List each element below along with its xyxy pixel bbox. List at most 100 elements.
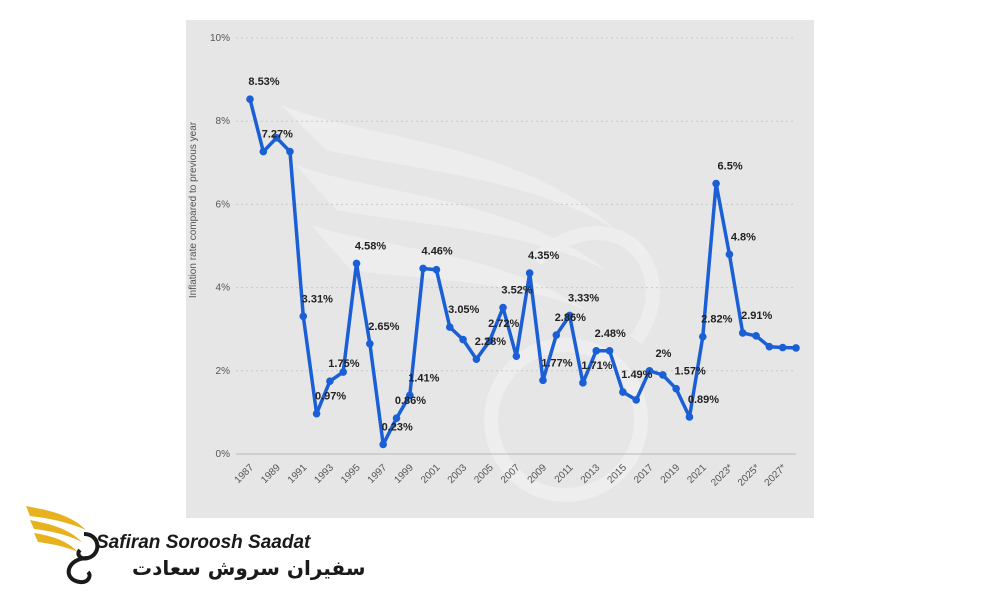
data-point	[299, 312, 308, 321]
data-point	[725, 250, 734, 259]
data-label: 1.41%	[408, 372, 439, 384]
x-axis-ticks: 1987 1989 1991 1993 1995 1997 1999 2001 2003 2005…	[233, 462, 789, 489]
data-point	[659, 371, 667, 379]
x-tick-label: 1991	[286, 462, 310, 486]
x-tick-label: 2005	[472, 462, 496, 486]
data-point	[352, 259, 361, 268]
data-label: 2.91%	[741, 310, 772, 322]
data-point	[525, 269, 534, 277]
data-label: 2.48%	[595, 328, 626, 340]
data-point	[539, 376, 547, 385]
data-point	[246, 95, 254, 103]
y-axis-title: Inflation rate compared to previous year	[188, 121, 199, 298]
y-tick-label: 2%	[216, 366, 231, 377]
x-tick-label: 2019	[659, 462, 683, 486]
data-point	[326, 377, 334, 386]
data-point	[406, 391, 414, 400]
data-point	[512, 352, 521, 361]
series-points	[246, 95, 800, 449]
data-label: 0.97%	[315, 391, 346, 403]
data-point	[672, 384, 680, 393]
data-label: 4.58%	[355, 240, 386, 252]
data-point	[472, 355, 481, 363]
data-label: 4.46%	[422, 245, 453, 257]
data-point	[792, 344, 800, 352]
data-point	[259, 147, 268, 156]
data-labels: 8.53% 7.27% 3.31% 0.97% 1.75% 4.58% 2.65% 0.23%…	[248, 76, 772, 433]
data-label: 0.86%	[395, 395, 426, 407]
data-point	[379, 440, 387, 449]
data-point	[432, 265, 441, 274]
data-label: 1.57%	[675, 366, 706, 378]
x-tick-label: 2027*	[763, 462, 789, 488]
data-point	[286, 147, 294, 156]
data-label: 6.5%	[718, 161, 743, 173]
data-label: 8.53%	[248, 76, 279, 88]
y-tick-label: 6%	[216, 199, 231, 210]
data-label: 3.33%	[568, 292, 599, 304]
data-point	[632, 396, 640, 404]
inflation-line-chart: 0% 2% 4% 6% 8% 10% Inflation rate compared to…	[188, 33, 800, 502]
data-point	[778, 343, 787, 352]
x-tick-label: 1995	[339, 462, 363, 486]
data-point	[565, 311, 574, 320]
data-label: 1.77%	[541, 357, 572, 369]
brand-name-english: Safiran Soroosh Saadat	[96, 532, 311, 553]
data-point	[366, 339, 374, 348]
watermark-logo	[281, 105, 660, 502]
data-label: 2.28%	[475, 336, 506, 348]
y-tick-label: 4%	[216, 283, 231, 294]
data-label: 2%	[656, 348, 672, 360]
data-point	[752, 332, 760, 340]
data-point	[698, 332, 707, 341]
data-point	[272, 134, 281, 142]
data-point	[419, 264, 427, 273]
x-tick-label: 1993	[313, 462, 337, 486]
brand-name-persian: سفیران سروش سعادت	[132, 556, 366, 580]
x-tick-label: 2001	[419, 462, 443, 486]
data-point	[738, 329, 747, 337]
data-label: 2.86%	[555, 312, 586, 324]
data-point	[445, 323, 454, 331]
x-tick-label: 2017	[632, 462, 656, 486]
data-label: 7.27%	[262, 129, 293, 141]
y-axis-ticks: 0% 2% 4% 6% 8% 10%	[210, 33, 230, 460]
x-tick-label: 1989	[259, 462, 283, 486]
x-tick-label: 2023*	[709, 462, 735, 488]
y-tick-label: 8%	[216, 116, 231, 127]
data-label: 3.31%	[302, 293, 333, 305]
x-tick-label: 2021	[685, 462, 709, 486]
y-tick-label: 0%	[216, 449, 231, 460]
data-label: 4.8%	[731, 231, 756, 243]
data-label: 3.52%	[501, 285, 532, 297]
x-tick-label: 1999	[392, 462, 416, 486]
data-point	[339, 368, 348, 376]
chart-panel: 0% 2% 4% 6% 8% 10% Inflation rate compared to…	[186, 20, 814, 518]
data-label: 4.35%	[528, 250, 559, 262]
x-tick-label: 1987	[233, 462, 257, 486]
data-point	[712, 179, 720, 188]
data-point	[685, 413, 694, 421]
data-label: 0.23%	[382, 421, 413, 433]
data-point	[485, 337, 494, 345]
data-point	[552, 331, 561, 339]
phoenix-logo-icon	[26, 506, 100, 585]
x-tick-label: 1997	[366, 462, 390, 486]
data-label: 2.72%	[488, 318, 519, 330]
data-label: 1.75%	[328, 358, 359, 370]
data-label: 1.71%	[581, 360, 612, 372]
data-point	[765, 342, 774, 351]
x-tick-label: 2003	[446, 462, 470, 486]
data-label: 0.89%	[688, 394, 719, 406]
data-label: 2.65%	[368, 321, 399, 333]
data-label: 1.49%	[621, 369, 652, 381]
data-point	[392, 414, 401, 423]
data-label: 3.05%	[448, 304, 479, 316]
x-tick-label: 2011	[553, 462, 576, 485]
data-point	[579, 379, 587, 387]
data-label: 2.82%	[701, 314, 732, 326]
data-point	[499, 303, 507, 312]
data-point	[312, 409, 321, 418]
brand-logo: Safiran Soroosh Saadat سفیران سروش سعادت	[22, 498, 366, 588]
data-point	[605, 347, 614, 355]
